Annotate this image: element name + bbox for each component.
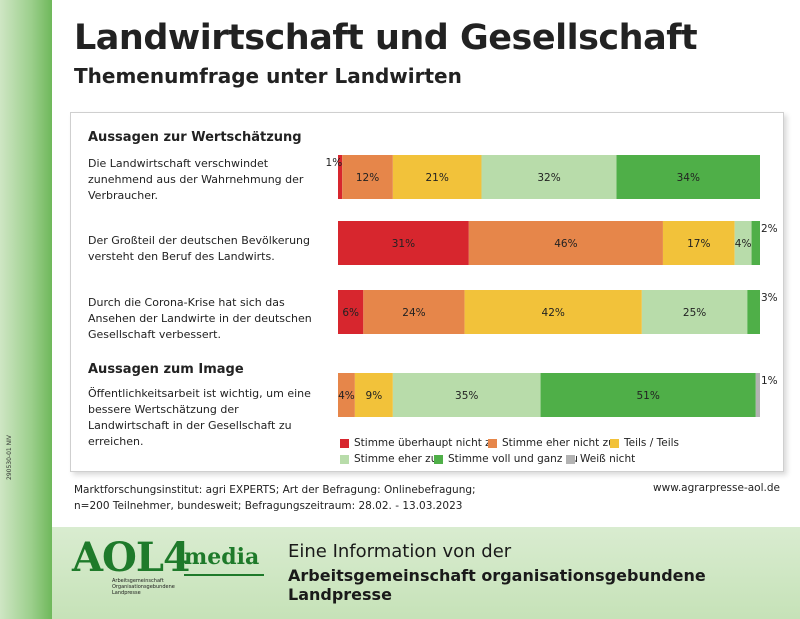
logo-main-text: AOL4 [72,534,191,581]
legend-swatch [566,454,575,464]
logo-subtext-line: Arbeitsgemeinschaft [112,578,164,584]
legend-item: Stimme eher zu [340,453,437,465]
data-label: 25% [683,307,706,319]
data-label: 6% [342,307,359,319]
bar-segment [734,221,752,265]
legend-swatch [488,438,497,448]
legend-item: Teils / Teils [610,437,679,449]
website-link[interactable]: www.agrarpresse-aol.de [653,482,780,494]
logo-subtext-line: Organisationsgebundene [112,584,175,590]
bar-segment [468,221,663,265]
statement-4: Öffentlichkeitsarbeit ist wichtig, um ei… [88,387,311,448]
statement-1: Die Landwirtschaft verschwindet zunehmen… [88,157,304,202]
bar-segment [392,155,482,199]
bar-segment [616,155,760,199]
bar-segment [662,221,735,265]
legend-swatch [340,438,349,448]
bar-segment [641,290,748,334]
legend-item: Stimme voll und ganz zu [434,453,578,465]
data-label: 24% [402,307,425,319]
bar-segment [363,290,465,334]
data-label: 1% [761,375,778,387]
legend-item: Stimme eher nicht zu [488,437,615,449]
data-label: 31% [392,238,415,250]
legend-label: Stimme überhaupt nicht zu [354,437,498,449]
bar-segment [342,155,393,199]
page-title: Landwirtschaft und Gesellschaft [74,18,698,58]
data-label: 35% [455,390,478,402]
bar-segment [338,155,343,199]
bar-segment [747,290,760,334]
bar-segment [751,221,760,265]
section-heading-image: Aussagen zum Image [88,362,244,377]
data-label: 12% [356,172,379,184]
footer-band [52,527,800,619]
legend-item: Stimme überhaupt nicht zu [340,437,497,449]
bar-segment [755,373,760,417]
source-line-1: Marktforschungsinstitut: agri EXPERTS; A… [74,484,476,496]
data-label: 34% [677,172,700,184]
bar-segment [338,221,469,265]
bar-segment [481,155,617,199]
page-subtitle: Themenumfrage unter Landwirten [74,64,462,88]
legend-swatch [610,438,619,448]
data-label: 3% [761,292,778,304]
statement-2: Der Großteil der deutschen Bevölkerung v… [88,234,311,263]
footer-info-line-2: Arbeitsgemeinschaft organisationsgebunde… [288,566,706,604]
bar-segment [392,373,541,417]
footer-info-line-1: Eine Information von der [288,541,512,562]
section-heading-wertschaetzung: Aussagen zur Wertschätzung [88,130,302,145]
legend-swatch [434,454,443,464]
aol4media-logo: AOL4 media Arbeitsgemeinschaft Organisat… [72,534,268,614]
data-label: 42% [542,307,565,319]
bar-segment [338,373,355,417]
statement-3: Durch die Corona-Krise hat sich das Anse… [88,296,312,341]
legend-label: Stimme eher nicht zu [502,437,615,449]
data-label: 17% [687,238,710,250]
bar-segment [540,373,756,417]
logo-underline [184,574,264,576]
bar-segment [464,290,642,334]
side-stripe [0,0,52,619]
legend-label: Weiß nicht [580,453,636,465]
data-label: 1% [326,157,343,169]
logo-subtext: Arbeitsgemeinschaft Organisationsgebunde… [112,578,175,596]
logo-subtext-line: Landpresse [112,590,141,596]
source-line-2: n=200 Teilnehmer, bundesweit; Befragungs… [74,500,463,512]
data-label: 4% [338,390,355,402]
bar-segment [354,373,393,417]
logo-media-text: media [184,544,260,570]
data-label: 2% [761,223,778,235]
legend-label: Teils / Teils [624,437,680,449]
data-label: 9% [366,390,383,402]
legend-label: Stimme voll und ganz zu [448,453,578,465]
data-label: 21% [425,172,448,184]
data-label: 4% [735,238,752,250]
legend-item: Weiß nicht [566,453,635,465]
data-label: 46% [554,238,577,250]
bar-segment [338,290,364,334]
source-note: Marktforschungsinstitut: agri EXPERTS; A… [74,482,476,514]
data-label: 32% [537,172,560,184]
legend-swatch [340,454,349,464]
legend-label: Stimme eher zu [354,453,438,465]
data-label: 51% [636,390,659,402]
